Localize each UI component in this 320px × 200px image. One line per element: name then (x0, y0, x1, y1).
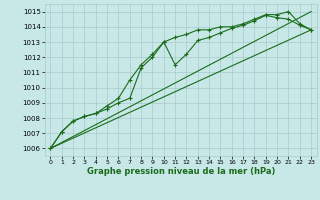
X-axis label: Graphe pression niveau de la mer (hPa): Graphe pression niveau de la mer (hPa) (87, 167, 275, 176)
